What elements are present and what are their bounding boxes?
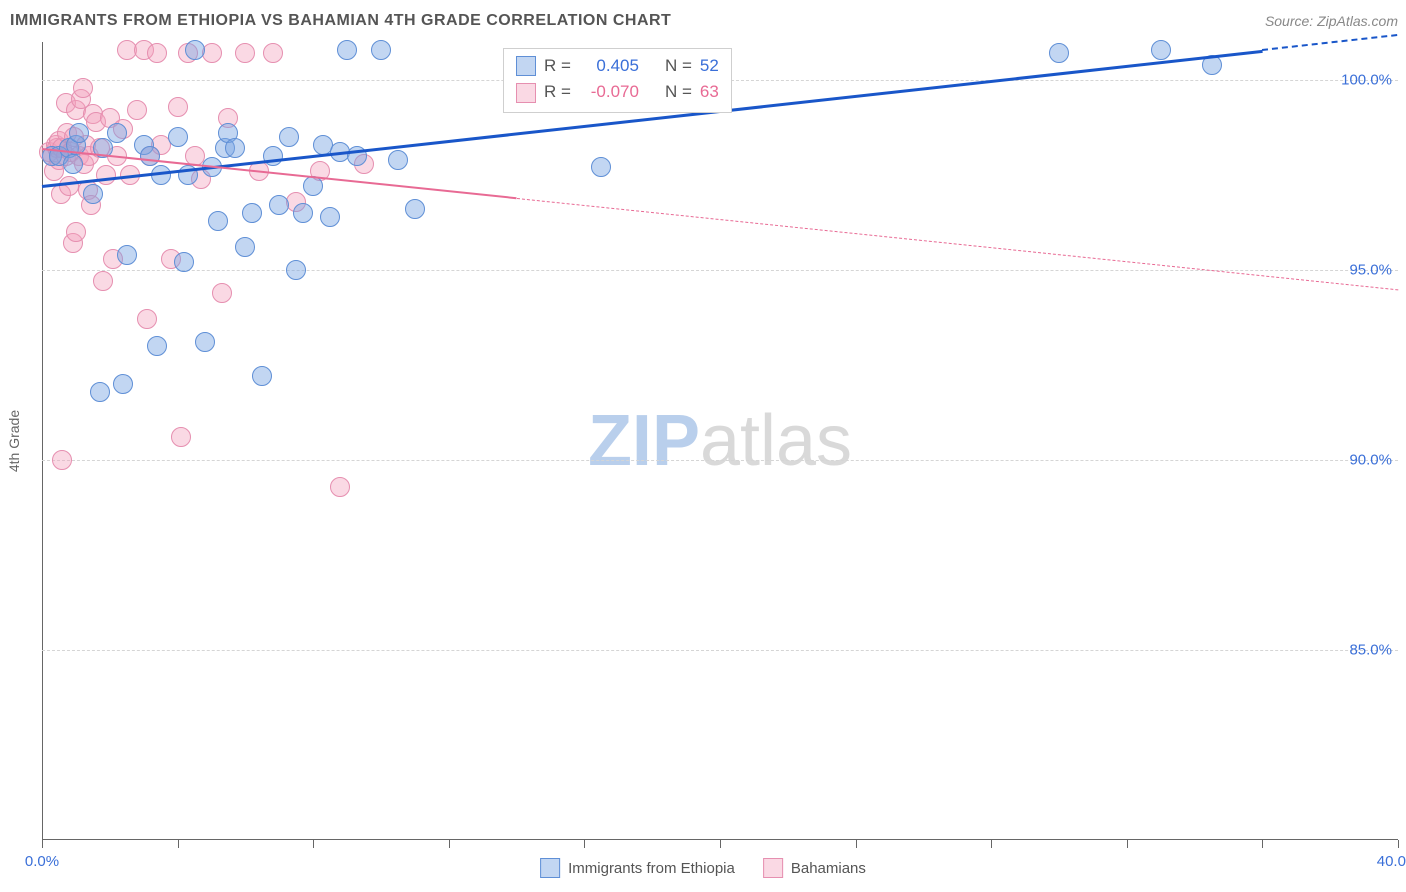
y-tick-label: 100.0% xyxy=(1341,72,1392,89)
x-tick xyxy=(1262,840,1263,848)
data-point-ethiopia xyxy=(269,195,289,215)
stat-n-ethiopia: 52 xyxy=(700,53,719,79)
data-point-ethiopia xyxy=(69,123,89,143)
legend: Immigrants from Ethiopia Bahamians xyxy=(540,858,866,878)
x-tick xyxy=(720,840,721,848)
data-point-ethiopia xyxy=(320,207,340,227)
legend-item-bahamian: Bahamians xyxy=(763,858,866,878)
chart-header: IMMIGRANTS FROM ETHIOPIA VS BAHAMIAN 4TH… xyxy=(0,0,1406,42)
data-point-ethiopia xyxy=(107,123,127,143)
data-point-bahamian xyxy=(330,477,350,497)
data-point-ethiopia xyxy=(117,245,137,265)
data-point-ethiopia xyxy=(83,184,103,204)
data-point-bahamian xyxy=(59,176,79,196)
y-tick-label: 85.0% xyxy=(1349,642,1392,659)
x-tick-label: 40.0% xyxy=(1377,853,1406,870)
x-tick xyxy=(991,840,992,848)
data-point-bahamian xyxy=(127,100,147,120)
data-point-bahamian xyxy=(73,78,93,98)
legend-label-bahamian: Bahamians xyxy=(791,860,866,877)
data-point-bahamian xyxy=(93,271,113,291)
data-point-ethiopia xyxy=(388,150,408,170)
data-point-ethiopia xyxy=(168,127,188,147)
data-point-ethiopia xyxy=(235,237,255,257)
stat-swatch-bahamian xyxy=(516,83,536,103)
data-point-bahamian xyxy=(52,450,72,470)
data-point-bahamian xyxy=(171,427,191,447)
data-point-ethiopia xyxy=(286,260,306,280)
legend-label-ethiopia: Immigrants from Ethiopia xyxy=(568,860,735,877)
x-tick xyxy=(584,840,585,848)
data-point-ethiopia xyxy=(337,40,357,60)
data-point-bahamian xyxy=(235,43,255,63)
data-point-ethiopia xyxy=(140,146,160,166)
stat-box: R =0.405N =52R =-0.070N =63 xyxy=(503,48,732,113)
x-tick xyxy=(178,840,179,848)
stat-row-bahamian: R =-0.070N =63 xyxy=(516,79,719,105)
plot-area: 4th Grade ZIPatlas 85.0%90.0%95.0%100.0%… xyxy=(42,42,1398,840)
data-point-ethiopia xyxy=(591,157,611,177)
data-point-ethiopia xyxy=(147,336,167,356)
data-point-ethiopia xyxy=(195,332,215,352)
data-point-ethiopia xyxy=(63,154,83,174)
data-point-ethiopia xyxy=(185,40,205,60)
data-point-ethiopia xyxy=(1049,43,1069,63)
x-tick xyxy=(1398,840,1399,848)
x-tick xyxy=(856,840,857,848)
y-tick-label: 90.0% xyxy=(1349,452,1392,469)
data-point-ethiopia xyxy=(242,203,262,223)
data-point-bahamian xyxy=(263,43,283,63)
grid-line xyxy=(42,650,1398,651)
x-tick xyxy=(449,840,450,848)
data-point-ethiopia xyxy=(225,138,245,158)
y-axis-line xyxy=(42,42,43,840)
stat-row-ethiopia: R =0.405N =52 xyxy=(516,53,719,79)
data-point-ethiopia xyxy=(90,382,110,402)
x-tick xyxy=(313,840,314,848)
watermark: ZIPatlas xyxy=(588,400,852,482)
data-point-bahamian xyxy=(202,43,222,63)
data-point-ethiopia xyxy=(208,211,228,231)
stat-n-bahamian: 63 xyxy=(700,79,719,105)
y-axis-title: 4th Grade xyxy=(6,410,22,472)
stat-r-ethiopia: 0.405 xyxy=(579,53,639,79)
data-point-bahamian xyxy=(212,283,232,303)
x-tick-label: 0.0% xyxy=(25,853,59,870)
data-point-ethiopia xyxy=(1151,40,1171,60)
data-point-ethiopia xyxy=(303,176,323,196)
data-point-bahamian xyxy=(66,222,86,242)
data-point-ethiopia xyxy=(371,40,391,60)
data-point-ethiopia xyxy=(174,252,194,272)
x-tick xyxy=(1127,840,1128,848)
legend-swatch-ethiopia xyxy=(540,858,560,878)
chart-title: IMMIGRANTS FROM ETHIOPIA VS BAHAMIAN 4TH… xyxy=(10,12,671,30)
data-point-ethiopia xyxy=(405,199,425,219)
chart-source: Source: ZipAtlas.com xyxy=(1265,13,1398,29)
grid-line xyxy=(42,270,1398,271)
data-point-ethiopia xyxy=(293,203,313,223)
stat-r-bahamian: -0.070 xyxy=(579,79,639,105)
data-point-bahamian xyxy=(147,43,167,63)
data-point-ethiopia xyxy=(252,366,272,386)
data-point-bahamian xyxy=(137,309,157,329)
data-point-bahamian xyxy=(168,97,188,117)
x-tick xyxy=(42,840,43,848)
grid-line xyxy=(42,460,1398,461)
legend-swatch-bahamian xyxy=(763,858,783,878)
legend-item-ethiopia: Immigrants from Ethiopia xyxy=(540,858,735,878)
y-tick-label: 95.0% xyxy=(1349,262,1392,279)
data-point-ethiopia xyxy=(113,374,133,394)
data-point-bahamian xyxy=(96,165,116,185)
data-point-ethiopia xyxy=(279,127,299,147)
stat-swatch-ethiopia xyxy=(516,56,536,76)
trend-line xyxy=(517,198,1399,290)
